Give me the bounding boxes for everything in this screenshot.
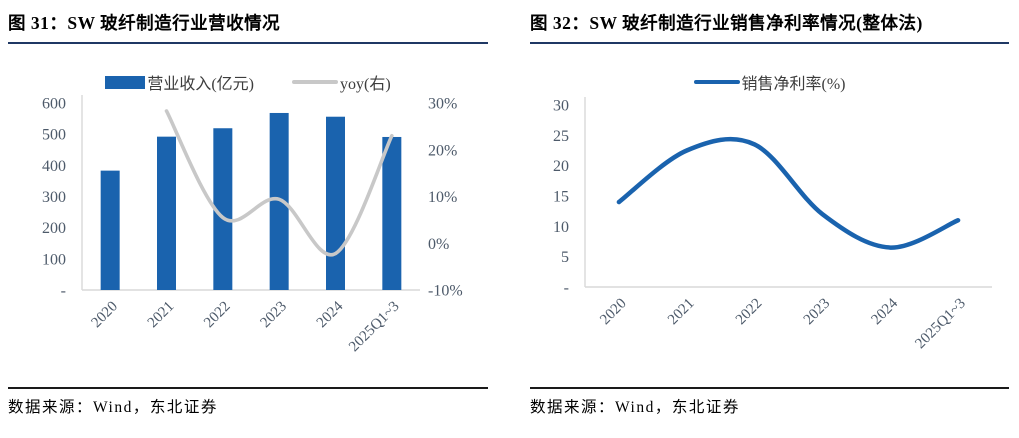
left-tick-label: 100 [42,251,66,268]
right-axis-ticks: 30% 20% 10% 0% -10% [428,96,463,300]
bar-2022 [213,128,233,290]
left-tick-label: - [61,283,66,300]
x-axis-labels: 2020 2021 2022 2023 2024 2025Q1~3 [88,298,402,355]
right-tick-label: 0% [428,236,449,253]
bar-2023 [269,112,289,291]
left-tick-label: 500 [42,127,66,144]
bar-2020 [100,170,120,290]
figure32-source: 数据来源：Wind，东北证券 [530,399,740,416]
figure31-legend: 营业收入(亿元) yoy(右) [8,70,488,94]
x-tick-label: 2020 [597,296,630,329]
x-tick-label: 2024 [869,295,902,328]
plot-borders [81,95,420,291]
x-axis-labels: 2020 2021 2022 2023 2024 2025Q1~3 [597,295,969,352]
figure32-title-rule [530,42,1009,44]
x-tick-label: 2021 [665,296,698,329]
x-tick-label: 2021 [145,299,178,332]
legend-item-net-margin: 销售净利率(%) [693,70,846,94]
revenue-bar-swatch [105,75,146,89]
legend-item-yoy: yoy(右) [292,70,391,94]
left-tick-label: 300 [42,189,66,206]
yoy-legend-label: yoy(右) [340,76,391,93]
x-tick-label: 2025Q1~3 [912,296,969,353]
left-tick-label: 400 [42,158,66,175]
figure31-title: 图 31：SW 玻纤制造行业营收情况 [8,13,281,33]
plot-borders [584,97,992,288]
net-margin-chart: 30 25 20 15 10 5 - 2020 2021 2022 2023 2024 2025Q1~3 [553,97,992,352]
left-axis-ticks: 600 500 400 300 200 100 - [42,96,66,300]
x-tick-label: 2023 [257,299,290,332]
left-tick-label: 20 [553,158,569,175]
figure31-source: 数据来源：Wind，东北证券 [8,399,218,416]
x-tick-label: 2022 [201,299,234,332]
yoy-line-swatch [292,80,338,84]
figure32-title: 图 32：SW 玻纤制造行业销售净利率情况(整体法) [530,13,923,33]
bar-2021 [157,136,176,290]
bar-2024 [326,116,345,290]
left-tick-label: 15 [553,189,569,206]
line-series [164,109,394,257]
legend-item-revenue: 营业收入(亿元) [105,70,254,94]
x-tick-label: 2020 [88,299,121,332]
net-margin-legend-label: 销售净利率(%) [741,76,846,93]
right-tick-label: 30% [428,96,457,113]
left-tick-label: 5 [561,249,569,266]
x-tick-label: 2025Q1~3 [346,299,403,356]
x-tick-label: 2022 [733,296,766,329]
left-tick-label: 25 [553,128,569,145]
line-series [616,136,961,250]
bar-series [100,112,402,291]
figure32-source-rule [530,387,1009,389]
left-tick-label: - [564,280,569,297]
revenue-legend-label: 营业收入(亿元) [147,76,254,93]
right-tick-label: -10% [428,283,463,300]
left-tick-label: 200 [42,220,66,237]
x-tick-label: 2023 [801,296,834,329]
left-tick-label: 10 [553,219,569,236]
right-tick-label: 10% [428,189,457,206]
figure31-source-rule [8,387,488,389]
left-axis-ticks: 30 25 20 15 10 5 - [553,98,569,297]
net-margin-line-swatch [693,80,740,84]
figure31-title-rule [8,42,488,44]
x-tick-label: 2024 [314,298,347,331]
left-tick-label: 600 [42,96,66,113]
right-tick-label: 20% [428,142,457,159]
left-tick-label: 30 [553,98,569,115]
bar-2025Q1~3 [382,136,402,290]
figure32-legend: 销售净利率(%) [530,70,1009,94]
